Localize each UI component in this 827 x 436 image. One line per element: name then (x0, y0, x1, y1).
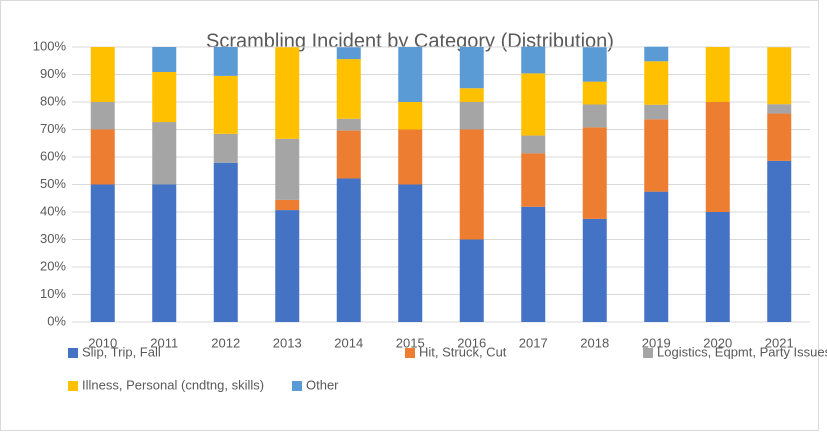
bar-segment (336, 118, 361, 131)
legend-label: Illness, Personal (cndtng, skills) (82, 377, 264, 392)
bar-segment (90, 129, 115, 185)
bar-segment (582, 127, 607, 219)
x-tick-label: 2019 (642, 335, 671, 350)
bar-segment (213, 47, 238, 76)
bar-segment (398, 129, 423, 185)
bar-segment (275, 210, 300, 322)
bar-segment (644, 104, 669, 120)
y-tick-label: 0% (47, 313, 66, 328)
bar-segment (90, 102, 115, 130)
y-tick-label: 40% (40, 203, 66, 218)
bar-segment (582, 104, 607, 128)
x-tick-label: 2018 (580, 335, 609, 350)
bar-segment (705, 212, 730, 322)
legend-label: Logistics, Eqpmt, Party Issues (657, 344, 827, 359)
bar-segment (644, 191, 669, 322)
bar-segment (398, 47, 423, 102)
x-tick-label: 2016 (457, 335, 486, 350)
y-tick-label: 80% (40, 93, 66, 108)
bar-segment (213, 162, 238, 322)
bar-segment (275, 199, 300, 211)
x-tick-label: 2020 (703, 335, 732, 350)
y-tick-label: 60% (40, 148, 66, 163)
bar-segment (275, 47, 300, 139)
x-tick-label: 2021 (765, 335, 794, 350)
bar-segment (213, 133, 238, 163)
bar-segment (521, 153, 546, 207)
bar-segment (459, 239, 484, 322)
bar-segment (336, 47, 361, 60)
x-tick-label: 2014 (334, 335, 363, 350)
legend-swatch (643, 348, 653, 358)
bar-segment (644, 119, 669, 192)
bar-segment (90, 184, 115, 322)
bar-segment (767, 113, 792, 161)
x-tick-label: 2015 (396, 335, 425, 350)
y-tick-label: 70% (40, 121, 66, 136)
bar-segment (152, 184, 177, 322)
bar-segment (459, 102, 484, 130)
bar-segment (152, 47, 177, 73)
y-tick-label: 90% (40, 66, 66, 81)
bar-segment (459, 88, 484, 102)
bar-segment (152, 122, 177, 185)
x-tick-label: 2011 (150, 335, 178, 350)
bar-segment (644, 46, 669, 62)
bar-segment (644, 61, 669, 105)
legend-swatch (405, 348, 415, 358)
bar-segment (213, 75, 238, 134)
bar-segment (705, 47, 730, 102)
y-tick-label: 10% (40, 286, 66, 301)
y-tick-label: 50% (40, 176, 66, 191)
bar-segment (398, 102, 423, 130)
bar-segment (336, 59, 361, 119)
bar-segment (582, 81, 607, 105)
x-tick-label: 2012 (211, 335, 240, 350)
bar-segment (521, 206, 546, 322)
legend-label: Other (306, 377, 339, 392)
legend-label: Slip, Trip, Fall (82, 344, 161, 359)
y-tick-label: 30% (40, 231, 66, 246)
legend-swatch (68, 381, 78, 391)
bar-segment (459, 47, 484, 89)
y-tick-label: 20% (40, 258, 66, 273)
bar-segment (582, 218, 607, 322)
bar-segment (705, 102, 730, 212)
legend-label: Hit, Struck, Cut (419, 344, 507, 359)
bar-segment (521, 73, 546, 136)
bar-segment (336, 130, 361, 179)
bar-segment (90, 47, 115, 102)
bar-segment (767, 47, 792, 105)
x-tick-label: 2013 (273, 335, 302, 350)
bar-segment (767, 104, 792, 114)
bar-segment (336, 178, 361, 322)
x-tick-label: 2010 (88, 335, 117, 350)
x-tick-label: 2017 (519, 335, 548, 350)
bar-segment (767, 160, 792, 322)
bar-segment (521, 46, 546, 74)
legend-swatch (68, 348, 78, 358)
bar-segment (398, 184, 423, 322)
legend-swatch (292, 381, 302, 391)
bar-segment (582, 47, 607, 82)
bar-segment (275, 138, 300, 200)
bar-segment (152, 72, 177, 123)
y-tick-label: 100% (33, 38, 67, 53)
bar-segment (459, 129, 484, 240)
bar-segment (521, 135, 546, 154)
